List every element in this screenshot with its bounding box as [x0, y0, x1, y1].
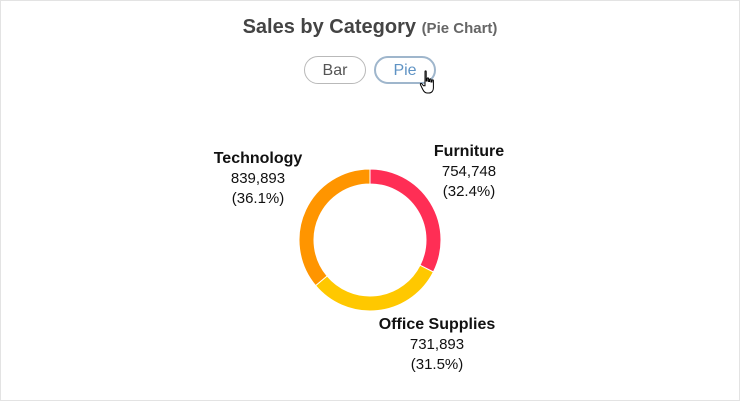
slice-label-name: Office Supplies: [379, 316, 496, 333]
slice-label-percent: (31.5%): [411, 356, 464, 373]
slice-office-supplies[interactable]: [314, 264, 435, 312]
slice-label-percent: (32.4%): [443, 183, 496, 200]
slice-label-name: Furniture: [434, 143, 504, 160]
chart-subtitle: (Pie Chart): [421, 20, 498, 37]
hand-pointer-cursor-icon: [419, 70, 434, 94]
slice-label-value: 754,748: [442, 163, 496, 180]
slice-label-value: 839,893: [231, 170, 285, 187]
slice-label-percent: (36.1%): [232, 190, 285, 207]
bar-chart-button[interactable]: Bar: [304, 56, 366, 84]
slice-label-value: 731,893: [410, 336, 464, 353]
slice-label-name: Technology: [214, 150, 303, 167]
slice-furniture[interactable]: [369, 168, 442, 273]
chart-title: Sales by Category (Pie Chart): [0, 16, 740, 39]
slice-technology[interactable]: [298, 168, 371, 287]
chart-title-text: Sales by Category: [242, 16, 416, 38]
